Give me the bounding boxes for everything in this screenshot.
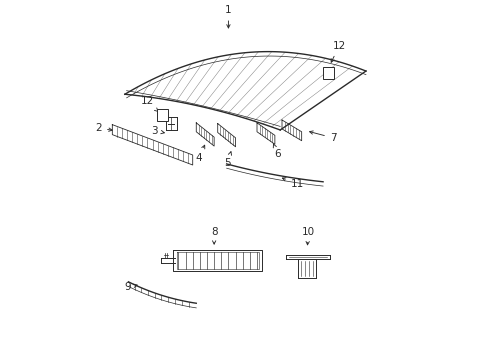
- Text: 12: 12: [330, 41, 345, 62]
- Text: 9: 9: [124, 282, 137, 292]
- Bar: [322, 67, 333, 79]
- Text: 12: 12: [141, 96, 158, 112]
- Text: 1: 1: [224, 5, 231, 28]
- Bar: [156, 109, 168, 121]
- Text: 11: 11: [282, 178, 304, 189]
- Text: 3: 3: [151, 126, 164, 136]
- Text: 4: 4: [195, 145, 204, 163]
- Text: 5: 5: [224, 152, 231, 168]
- Text: 2: 2: [95, 123, 112, 133]
- Text: 10: 10: [301, 227, 314, 245]
- Text: 6: 6: [273, 144, 281, 159]
- Text: 7: 7: [309, 131, 336, 143]
- Text: 8: 8: [210, 227, 217, 244]
